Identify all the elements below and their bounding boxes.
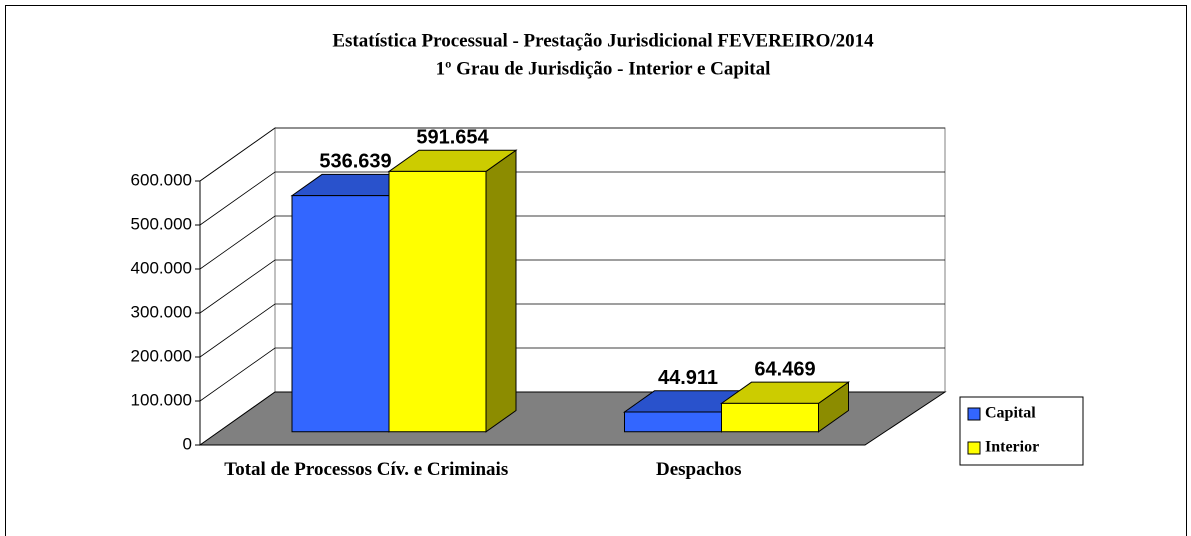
grid-line [199,259,945,314]
chart-subtitle: 1º Grau de Jurisdição - Interior e Capit… [436,58,771,79]
value-label: 536.639 [319,151,391,173]
y-tick-label: 400.000 [131,258,192,277]
value-label: 64.469 [754,358,815,380]
chart-title: Estatística Processual - Prestação Juris… [332,30,874,51]
bar-front [291,195,390,433]
legend-swatch [967,441,981,455]
y-tick-label: 500.000 [131,214,192,233]
bar-front [624,411,722,433]
bar-front [388,170,487,433]
bar [387,149,518,433]
y-tick-label: 0 [183,434,192,453]
value-label: 591.654 [416,127,489,149]
legend-swatch [967,407,981,421]
y-tick-label: 300.000 [131,302,192,321]
y-tick-label: 100.000 [131,390,192,409]
bar-front [721,402,819,433]
legend-label: Interior [985,439,1039,456]
bar [719,381,851,433]
y-tick-label: 600.000 [131,170,192,189]
grid-line [199,303,945,358]
grid-line [199,171,945,226]
grid-line [199,347,945,402]
value-label: 44.911 [658,367,718,389]
legend-label: Capital [985,405,1036,422]
grid-line [199,215,945,270]
x-tick-label: Total de Processos Cív. e Criminais [224,459,509,480]
grid-line [199,127,945,182]
y-tick-label: 200.000 [131,346,192,365]
x-tick-label: Despachos [655,459,742,480]
chart-border [5,5,1187,536]
bar-side [485,149,517,433]
